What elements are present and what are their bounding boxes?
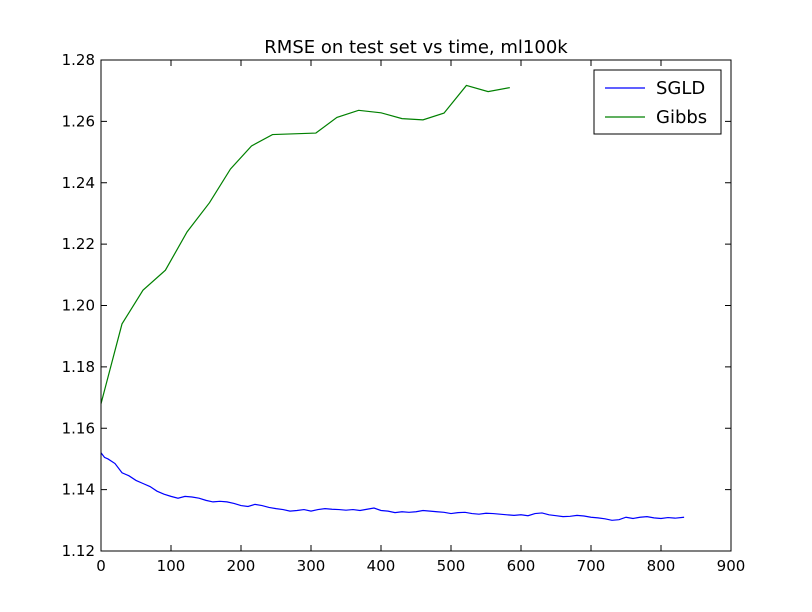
x-tick-label: 800 (647, 557, 676, 575)
legend-label-gibbs: Gibbs (656, 107, 707, 128)
y-tick-label: 1.28 (62, 51, 95, 69)
legend-label-sgld: SGLD (656, 78, 705, 99)
legend: SGLD Gibbs (593, 69, 722, 135)
x-tick-label: 500 (437, 557, 466, 575)
x-tick-label: 100 (157, 557, 186, 575)
x-tick-label: 900 (717, 557, 746, 575)
chart-title: RMSE on test set vs time, ml100k (264, 37, 568, 58)
plot-lines (100, 84, 685, 521)
y-tick-label: 1.20 (62, 297, 95, 315)
x-tick-label: 400 (367, 557, 396, 575)
y-tick-label: 1.26 (62, 112, 95, 130)
y-tick-label: 1.14 (62, 481, 95, 499)
legend-box (593, 69, 722, 135)
x-tick-label: 300 (297, 557, 326, 575)
x-tick-label: 0 (96, 557, 106, 575)
y-tick-label: 1.18 (62, 358, 95, 376)
axis-ticks: 0 100 200 300 400 500 600 700 800 900 1.12 1.14 1.16… (62, 51, 746, 575)
y-tick-label: 1.12 (62, 542, 95, 560)
series-line-gibbs (100, 84, 510, 404)
series-line-sgld (100, 452, 685, 521)
x-tick-label: 200 (227, 557, 256, 575)
x-tick-label: 600 (507, 557, 536, 575)
y-tick-label: 1.16 (62, 419, 95, 437)
y-tick-label: 1.22 (62, 235, 95, 253)
x-tick-label: 700 (577, 557, 606, 575)
y-tick-label: 1.24 (62, 174, 95, 192)
